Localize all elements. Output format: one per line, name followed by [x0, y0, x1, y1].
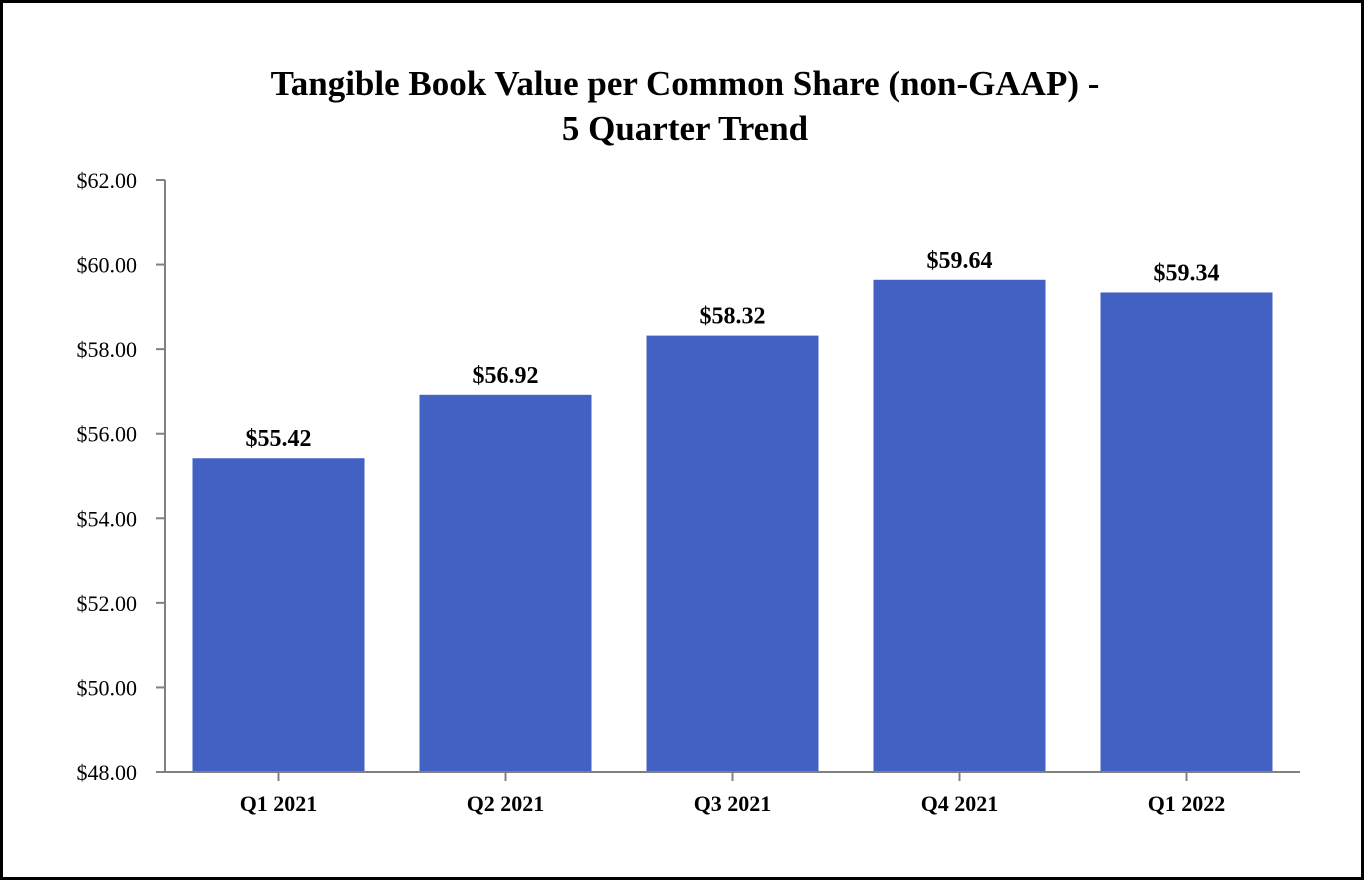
y-tick-label: $60.00 — [77, 253, 138, 278]
y-tick-label: $50.00 — [77, 675, 138, 700]
bar — [646, 335, 819, 772]
y-tick-label: $58.00 — [77, 337, 138, 362]
data-label: $55.42 — [246, 426, 312, 452]
y-tick-label: $48.00 — [77, 760, 138, 785]
x-tick-label: Q3 2021 — [694, 791, 772, 816]
chart-title-line-1: Tangible Book Value per Common Share (no… — [270, 64, 1100, 103]
x-tick-label: Q1 2021 — [240, 791, 318, 816]
bar — [192, 458, 365, 772]
y-tick-label: $56.00 — [77, 422, 138, 447]
bar — [1100, 292, 1273, 772]
y-tick-label: $62.00 — [77, 168, 138, 193]
data-label: $59.34 — [1154, 260, 1220, 286]
x-tick-label: Q4 2021 — [921, 791, 999, 816]
data-label: $56.92 — [473, 363, 539, 389]
x-tick-label: Q1 2022 — [1148, 791, 1226, 816]
y-tick-label: $52.00 — [77, 591, 138, 616]
x-tick-label: Q2 2021 — [467, 791, 545, 816]
bar — [873, 279, 1046, 772]
data-label: $58.32 — [700, 304, 766, 330]
chart-title: Tangible Book Value per Common Share (no… — [3, 61, 1364, 151]
data-label: $59.64 — [927, 248, 993, 274]
y-tick-label: $54.00 — [77, 506, 138, 531]
bar — [419, 394, 592, 772]
chart-title-line-2: 5 Quarter Trend — [561, 109, 809, 148]
